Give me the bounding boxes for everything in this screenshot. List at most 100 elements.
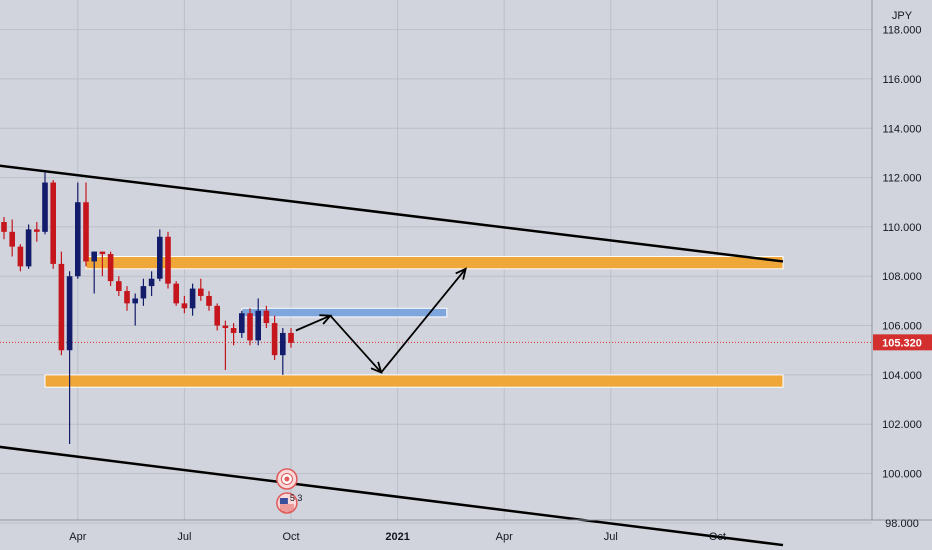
price-tick-label: 102.000: [882, 419, 922, 431]
candle-body: [50, 182, 56, 264]
time-tick-label: Apr: [69, 531, 86, 543]
candle[interactable]: [288, 328, 294, 348]
candle[interactable]: [239, 310, 245, 338]
candle[interactable]: [75, 182, 81, 279]
candle-body: [75, 202, 81, 277]
candle[interactable]: [165, 231, 171, 289]
candle[interactable]: [173, 281, 179, 306]
candle-body: [214, 305, 220, 326]
time-axis[interactable]: Apr Jul Oct 2021 Apr Jul Oct: [69, 531, 726, 543]
price-tick-label: 110.000: [883, 222, 922, 234]
minor-zone[interactable]: [241, 307, 448, 318]
projection-segment[interactable]: [329, 315, 382, 374]
event-count-label: 5 3: [290, 493, 303, 503]
current-price-badge-bg: [873, 334, 932, 351]
candle-body: [247, 313, 253, 341]
candle-body: [17, 246, 24, 267]
candle-body: [288, 332, 294, 343]
candle[interactable]: [17, 244, 24, 272]
support-zone[interactable]: [44, 374, 784, 388]
price-tick-label: 98.000: [885, 518, 919, 530]
candle-body: [34, 229, 40, 232]
candle-body: [83, 202, 89, 262]
candle-body: [25, 229, 32, 267]
candle[interactable]: [91, 251, 97, 294]
current-price-label: 105.320: [882, 337, 922, 349]
projection-segment[interactable]: [295, 314, 331, 332]
candle[interactable]: [83, 182, 89, 267]
price-tick-label: 114.000: [883, 123, 922, 135]
candle-body: [157, 236, 163, 279]
event-icons-layer: 5 3: [276, 468, 303, 514]
candle-body: [148, 278, 155, 287]
time-tick-label: Apr: [496, 531, 513, 543]
candle[interactable]: [66, 271, 73, 444]
candle-body: [66, 276, 73, 351]
candle-body: [1, 221, 7, 232]
price-tick-label: 100.000: [882, 469, 922, 481]
price-tick-label: 108.000: [882, 271, 922, 283]
candle-body: [165, 236, 171, 284]
lower-trendline[interactable]: [0, 445, 784, 547]
candle[interactable]: [116, 276, 122, 296]
projection-segment[interactable]: [380, 268, 467, 373]
candle[interactable]: [148, 271, 155, 296]
candle[interactable]: [263, 305, 270, 329]
candle-body: [255, 310, 261, 341]
candle-body: [206, 295, 212, 306]
candle[interactable]: [140, 278, 147, 306]
candle[interactable]: [9, 219, 15, 257]
candle[interactable]: [271, 315, 278, 361]
projection-arrows: [295, 267, 467, 374]
candle[interactable]: [214, 303, 220, 331]
candle[interactable]: [157, 229, 163, 282]
candle-body: [181, 303, 188, 309]
time-tick-label: Oct: [709, 531, 726, 543]
candle[interactable]: [189, 283, 196, 316]
upper-trendline[interactable]: [0, 164, 784, 263]
candle-body: [91, 251, 97, 262]
candle-body: [99, 251, 106, 255]
candle[interactable]: [58, 251, 65, 356]
price-tick-label: 104.000: [882, 370, 922, 382]
candle[interactable]: [280, 328, 286, 375]
candle-body: [230, 328, 237, 333]
us-flag-icon[interactable]: 5 3: [276, 492, 303, 514]
current-price-badge: 105.320: [873, 334, 932, 351]
candle[interactable]: [99, 251, 106, 277]
candle[interactable]: [34, 221, 40, 242]
candle-body: [198, 288, 204, 296]
price-axis[interactable]: 118.000 116.000 114.000 112.000 110.000 108.0…: [882, 25, 922, 530]
candle[interactable]: [107, 251, 114, 287]
candle[interactable]: [42, 172, 48, 235]
time-tick-label: Jul: [604, 531, 618, 543]
candle-body: [132, 298, 138, 304]
candle[interactable]: [255, 298, 261, 346]
candle-body: [140, 286, 147, 299]
candle-body: [271, 323, 278, 356]
event-flag-icon[interactable]: [276, 468, 298, 490]
candle[interactable]: [198, 278, 204, 301]
resistance-zone[interactable]: [85, 256, 784, 270]
candle[interactable]: [132, 293, 138, 326]
price-tick-label: 116.000: [883, 74, 922, 86]
candle[interactable]: [50, 180, 56, 269]
candle[interactable]: [222, 320, 229, 370]
candle[interactable]: [247, 308, 253, 346]
trendlines-layer: [0, 164, 784, 547]
candle[interactable]: [181, 295, 188, 314]
candle[interactable]: [1, 217, 7, 240]
candle-body: [124, 291, 130, 304]
candle[interactable]: [230, 323, 237, 346]
price-tick-label: 118.000: [883, 25, 922, 37]
candle[interactable]: [124, 286, 130, 311]
price-tick-label: 112.000: [883, 173, 922, 185]
currency-label: JPY: [892, 10, 913, 22]
candle[interactable]: [25, 224, 32, 269]
candle[interactable]: [206, 291, 212, 311]
candle-body: [263, 310, 270, 324]
candle-body: [173, 283, 179, 304]
